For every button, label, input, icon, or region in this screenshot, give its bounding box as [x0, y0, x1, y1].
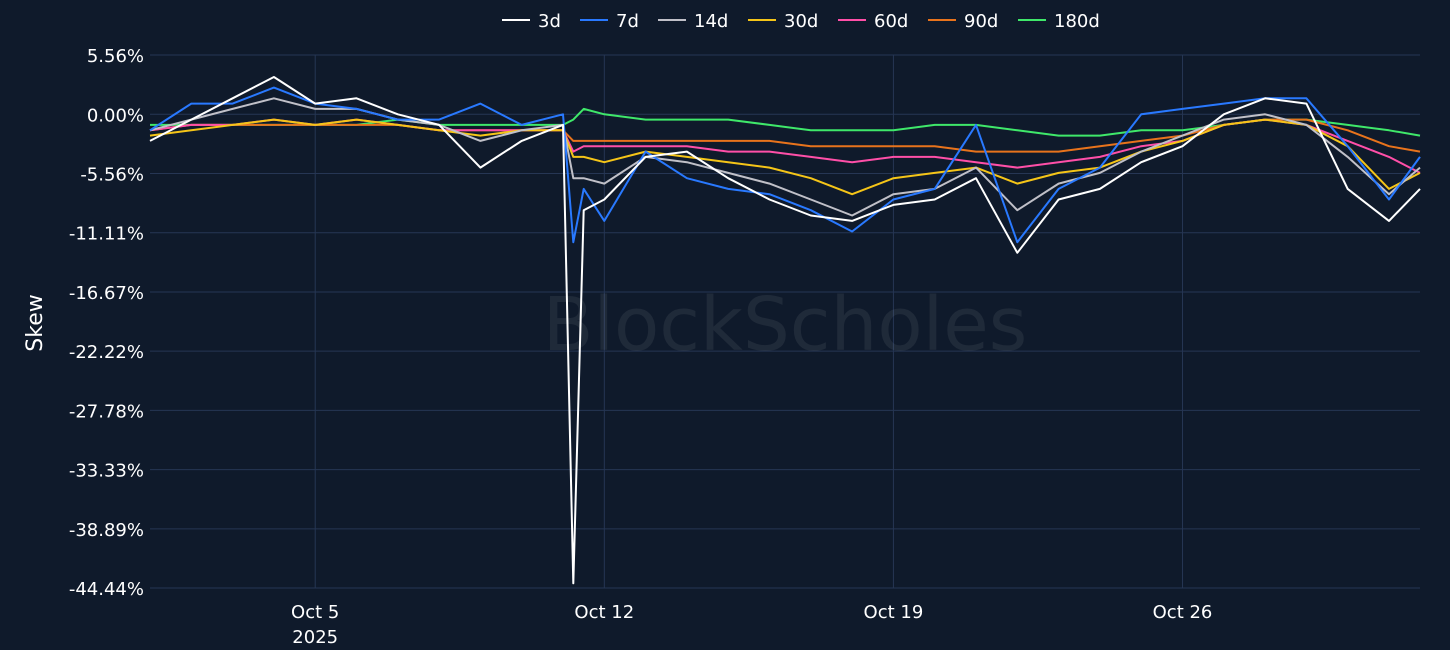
x-tick-label: Oct 26 [1153, 602, 1213, 623]
legend-label-3d: 3d [538, 11, 561, 32]
series-line-14d [149, 97, 1421, 217]
x-tick-label: Oct 12 [574, 602, 634, 623]
legend-label-180d: 180d [1054, 11, 1100, 32]
legend: 3d 7d 14d 30d 60d 90d 180d [502, 11, 1100, 32]
y-tick-label: 5.56% [87, 46, 144, 67]
x-tick-label: Oct 5 [291, 602, 339, 623]
y-tick-label: -33.33% [69, 461, 144, 482]
y-axis-ticks: 5.56% 0.00% -5.56% -11.11% -16.67% -22.22% -27… [69, 46, 144, 600]
y-tick-label: -16.67% [69, 283, 144, 304]
legend-label-30d: 30d [784, 11, 818, 32]
y-tick-label: -27.78% [69, 401, 144, 422]
y-axis-title: Skew [23, 294, 48, 351]
y-tick-label: -44.44% [69, 579, 144, 600]
series-lines [149, 76, 1421, 585]
legend-label-7d: 7d [616, 11, 639, 32]
y-tick-label: -22.22% [69, 342, 144, 363]
legend-label-14d: 14d [694, 11, 728, 32]
series-line-30d [149, 118, 1421, 196]
chart-grid [150, 54, 1420, 589]
legend-label-90d: 90d [964, 11, 998, 32]
series-line-7d [149, 86, 1421, 244]
x-axis-ticks: Oct 5 2025 Oct 12 Oct 19 Oct 26 [291, 602, 1212, 648]
legend-label-60d: 60d [874, 11, 908, 32]
series-line-3d [149, 76, 1421, 585]
watermark-text: BlockScholes [543, 282, 1028, 368]
y-tick-label: -11.11% [69, 224, 144, 245]
y-tick-label: -38.89% [69, 520, 144, 541]
x-tick-year-label: 2025 [292, 627, 338, 648]
x-tick-label: Oct 19 [864, 602, 924, 623]
y-tick-label: -5.56% [80, 165, 144, 186]
y-tick-label: 0.00% [87, 105, 144, 126]
